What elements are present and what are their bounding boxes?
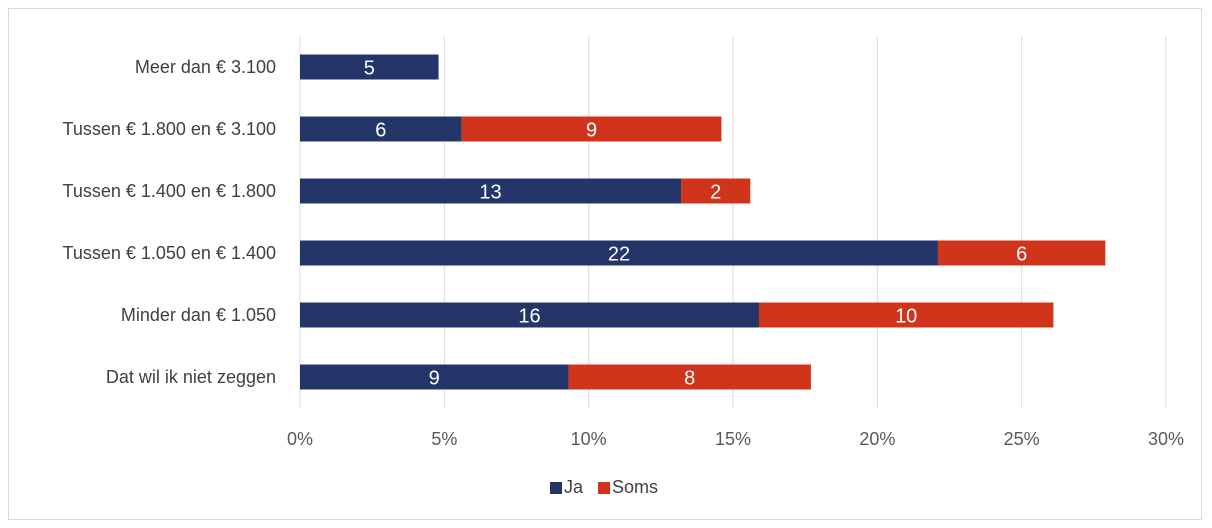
data-label: 6: [375, 120, 386, 142]
data-label: 8: [684, 368, 695, 390]
bar-soms: [937, 240, 1106, 266]
x-tick-label: 10%: [571, 429, 607, 449]
category-label: Tussen € 1.800 en € 3.100: [63, 119, 277, 139]
category-label: Meer dan € 3.100: [135, 57, 276, 77]
data-label: 2: [710, 182, 721, 204]
bar-ja: [300, 302, 759, 328]
x-tick-label: 25%: [1004, 429, 1040, 449]
legend-swatch-ja: [550, 482, 562, 494]
data-label: 16: [518, 306, 540, 328]
legend-label-soms: Soms: [612, 477, 658, 497]
data-label: 22: [608, 244, 630, 266]
data-label: 9: [586, 120, 597, 142]
legend-label-ja: Ja: [564, 477, 584, 497]
legend-swatch-soms: [598, 482, 610, 494]
data-label: 13: [479, 182, 501, 204]
x-tick-label: 30%: [1148, 429, 1184, 449]
category-label: Tussen € 1.050 en € 1.400: [63, 243, 277, 263]
bar-ja: [300, 54, 439, 80]
bar-soms: [568, 364, 811, 390]
bar-ja: [300, 240, 938, 266]
bar-soms: [758, 302, 1054, 328]
data-label: 9: [429, 368, 440, 390]
category-label: Tussen € 1.400 en € 1.800: [63, 181, 277, 201]
data-label: 5: [364, 58, 375, 80]
x-tick-label: 15%: [715, 429, 751, 449]
data-label: 10: [895, 306, 917, 328]
x-tick-label: 0%: [287, 429, 313, 449]
category-label: Minder dan € 1.050: [121, 305, 276, 325]
x-tick-label: 20%: [859, 429, 895, 449]
bar-ja: [300, 364, 569, 390]
bar-ja: [300, 178, 682, 204]
bar-ja: [300, 116, 462, 142]
bar-soms: [681, 178, 751, 204]
x-tick-label: 5%: [431, 429, 457, 449]
data-label: 6: [1016, 244, 1027, 266]
category-label: Dat wil ik niet zeggen: [106, 367, 276, 387]
bar-soms: [461, 116, 722, 142]
